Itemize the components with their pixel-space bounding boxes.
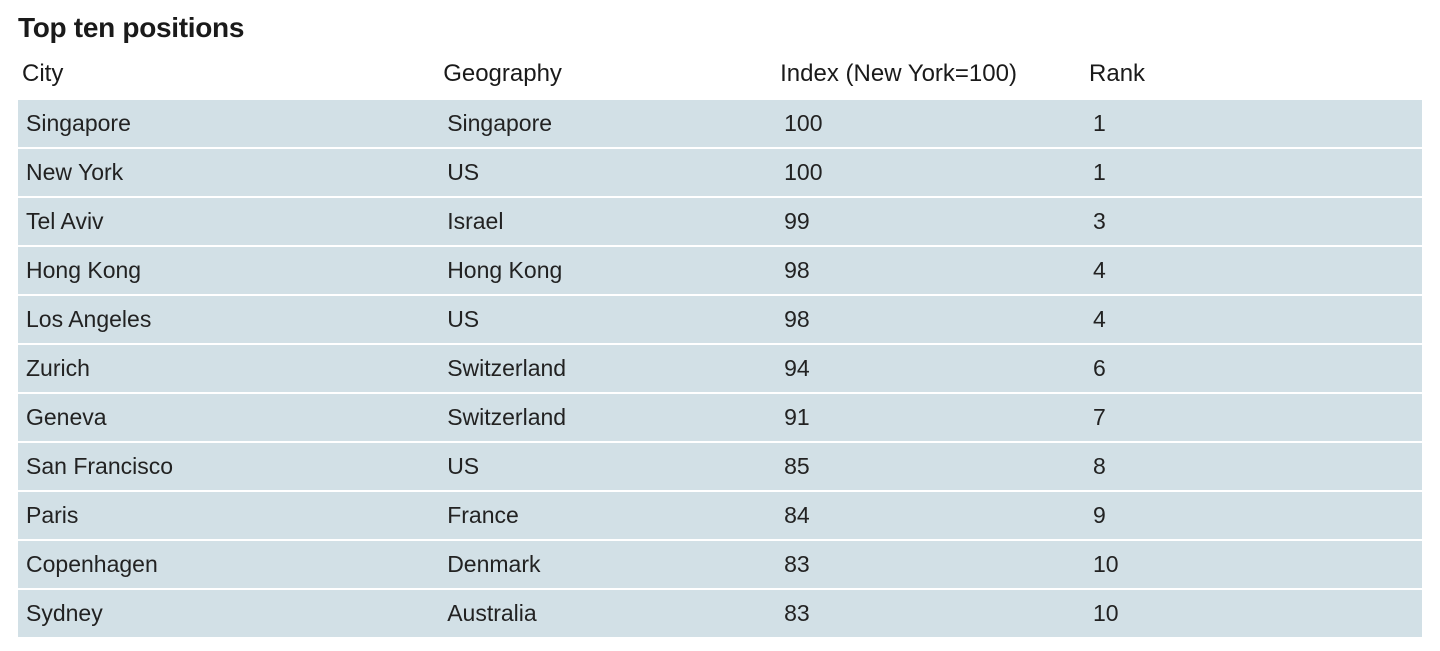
cell-city: Sydney (18, 590, 439, 637)
table-row: Paris France 84 9 (18, 492, 1422, 539)
cell-rank: 8 (1085, 443, 1422, 490)
table-row: Copenhagen Denmark 83 10 (18, 541, 1422, 588)
cell-index: 100 (776, 149, 1085, 196)
cell-index: 85 (776, 443, 1085, 490)
cell-index: 98 (776, 296, 1085, 343)
cell-geo: France (439, 492, 776, 539)
cell-index: 83 (776, 541, 1085, 588)
cell-city: Copenhagen (18, 541, 439, 588)
cell-geo: US (439, 443, 776, 490)
table-row: Hong Kong Hong Kong 98 4 (18, 247, 1422, 294)
cell-city: Hong Kong (18, 247, 439, 294)
cell-rank: 6 (1085, 345, 1422, 392)
positions-table: City Geography Index (New York=100) Rank… (18, 52, 1422, 639)
cell-city: San Francisco (18, 443, 439, 490)
cell-geo: Singapore (439, 100, 776, 147)
cell-rank: 10 (1085, 541, 1422, 588)
table-row: Geneva Switzerland 91 7 (18, 394, 1422, 441)
cell-city: Geneva (18, 394, 439, 441)
cell-rank: 10 (1085, 590, 1422, 637)
table-row: Sydney Australia 83 10 (18, 590, 1422, 637)
table-row: Los Angeles US 98 4 (18, 296, 1422, 343)
cell-index: 98 (776, 247, 1085, 294)
cell-city: New York (18, 149, 439, 196)
table-header-row: City Geography Index (New York=100) Rank (18, 54, 1422, 98)
col-header-rank: Rank (1085, 54, 1422, 98)
cell-rank: 9 (1085, 492, 1422, 539)
col-header-geography: Geography (439, 54, 776, 98)
col-header-index: Index (New York=100) (776, 54, 1085, 98)
cell-geo: Switzerland (439, 394, 776, 441)
cell-index: 99 (776, 198, 1085, 245)
table-body: Singapore Singapore 100 1 New York US 10… (18, 100, 1422, 637)
cell-rank: 1 (1085, 149, 1422, 196)
cell-city: Paris (18, 492, 439, 539)
cell-rank: 4 (1085, 296, 1422, 343)
table-row: Singapore Singapore 100 1 (18, 100, 1422, 147)
cell-city: Singapore (18, 100, 439, 147)
table-row: Zurich Switzerland 94 6 (18, 345, 1422, 392)
cell-index: 84 (776, 492, 1085, 539)
table-row: San Francisco US 85 8 (18, 443, 1422, 490)
cell-index: 83 (776, 590, 1085, 637)
cell-rank: 4 (1085, 247, 1422, 294)
table-row: New York US 100 1 (18, 149, 1422, 196)
cell-rank: 3 (1085, 198, 1422, 245)
table-row: Tel Aviv Israel 99 3 (18, 198, 1422, 245)
cell-rank: 1 (1085, 100, 1422, 147)
cell-geo: Hong Kong (439, 247, 776, 294)
cell-geo: Israel (439, 198, 776, 245)
cell-city: Tel Aviv (18, 198, 439, 245)
cell-city: Los Angeles (18, 296, 439, 343)
cell-index: 91 (776, 394, 1085, 441)
cell-index: 94 (776, 345, 1085, 392)
cell-geo: Australia (439, 590, 776, 637)
cell-rank: 7 (1085, 394, 1422, 441)
cell-index: 100 (776, 100, 1085, 147)
cell-geo: US (439, 296, 776, 343)
col-header-city: City (18, 54, 439, 98)
cell-geo: Switzerland (439, 345, 776, 392)
cell-geo: Denmark (439, 541, 776, 588)
page-title: Top ten positions (18, 12, 1422, 44)
cell-geo: US (439, 149, 776, 196)
cell-city: Zurich (18, 345, 439, 392)
